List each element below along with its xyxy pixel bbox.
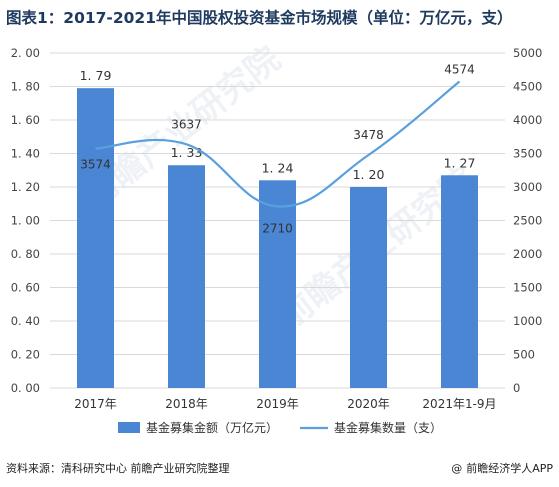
x-tick-label: 2018年 [165, 397, 208, 411]
y-right-tick-label: 1000 [513, 314, 542, 328]
brand-name: 前瞻经济学人APP [466, 462, 553, 475]
line-data-label: 3574 [80, 158, 111, 172]
series-line [95, 80, 461, 208]
bar [77, 88, 114, 389]
y-left-tick-label: 2. 00 [11, 46, 40, 60]
y-right-tick-label: 2500 [513, 214, 542, 228]
y-right-tick-label: 4000 [513, 113, 542, 127]
y-right-tick-label: 500 [513, 348, 535, 362]
brand-credit: @ 前瞻经济学人APP [451, 460, 553, 476]
x-tick-label: 2017年 [74, 397, 117, 411]
footer: 资料来源：清科研究中心 前瞻产业研究院整理 @ 前瞻经济学人APP [6, 459, 553, 477]
bar-data-label: 1. 20 [353, 167, 385, 182]
x-tick-label: 2021年1-9月 [422, 397, 496, 411]
y-right-tick-label: 3000 [513, 180, 542, 194]
line-data-label: 3637 [171, 117, 202, 131]
y-right-tick-label: 2000 [513, 247, 542, 261]
y-left-tick-label: 0. 40 [11, 314, 40, 328]
y-left-tick-label: 1. 80 [11, 80, 40, 94]
y-left-tick-label: 0. 80 [11, 247, 40, 261]
bar-data-label: 1. 27 [444, 155, 476, 170]
legend-label-line: 基金募集数量（支） [334, 420, 442, 435]
y-left-tick-label: 1. 60 [11, 113, 40, 127]
bar-data-label: 1. 79 [80, 68, 112, 83]
y-left-tick-label: 0. 20 [11, 348, 40, 362]
bar [168, 165, 205, 388]
bar-data-label: 1. 33 [171, 145, 203, 160]
x-tick-label: 2020年 [347, 397, 390, 411]
bar [259, 180, 296, 388]
y-right-tick-label: 4500 [513, 80, 542, 94]
y-left-tick-label: 0. 60 [11, 281, 40, 295]
line-data-label: 3478 [353, 128, 384, 142]
line-data-label: 2710 [262, 221, 293, 235]
bar [350, 187, 387, 388]
y-left-tick-label: 1. 00 [11, 214, 40, 228]
source-note: 资料来源：清科研究中心 前瞻产业研究院整理 [6, 462, 230, 475]
y-right-tick-label: 5000 [513, 46, 542, 60]
y-left-tick-label: 1. 20 [11, 180, 40, 194]
y-left-tick-label: 0. 00 [11, 381, 40, 395]
line-data-label: 4574 [444, 63, 475, 77]
y-right-tick-label: 0 [513, 381, 520, 395]
y-right-tick-label: 1500 [513, 281, 542, 295]
bar [441, 175, 478, 388]
at-sign-icon: @ [451, 461, 463, 475]
y-right-tick-label: 3500 [513, 147, 542, 161]
chart-title: 图表1：2017-2021年中国股权投资基金市场规模（单位：万亿元，支） [6, 9, 513, 27]
legend-label-bar: 基金募集金额（万亿元） [146, 420, 278, 435]
y-left-tick-label: 1. 40 [11, 147, 40, 161]
legend-swatch-bar [118, 422, 140, 433]
x-tick-label: 2019年 [256, 397, 299, 411]
bar-data-label: 1. 24 [262, 160, 294, 175]
